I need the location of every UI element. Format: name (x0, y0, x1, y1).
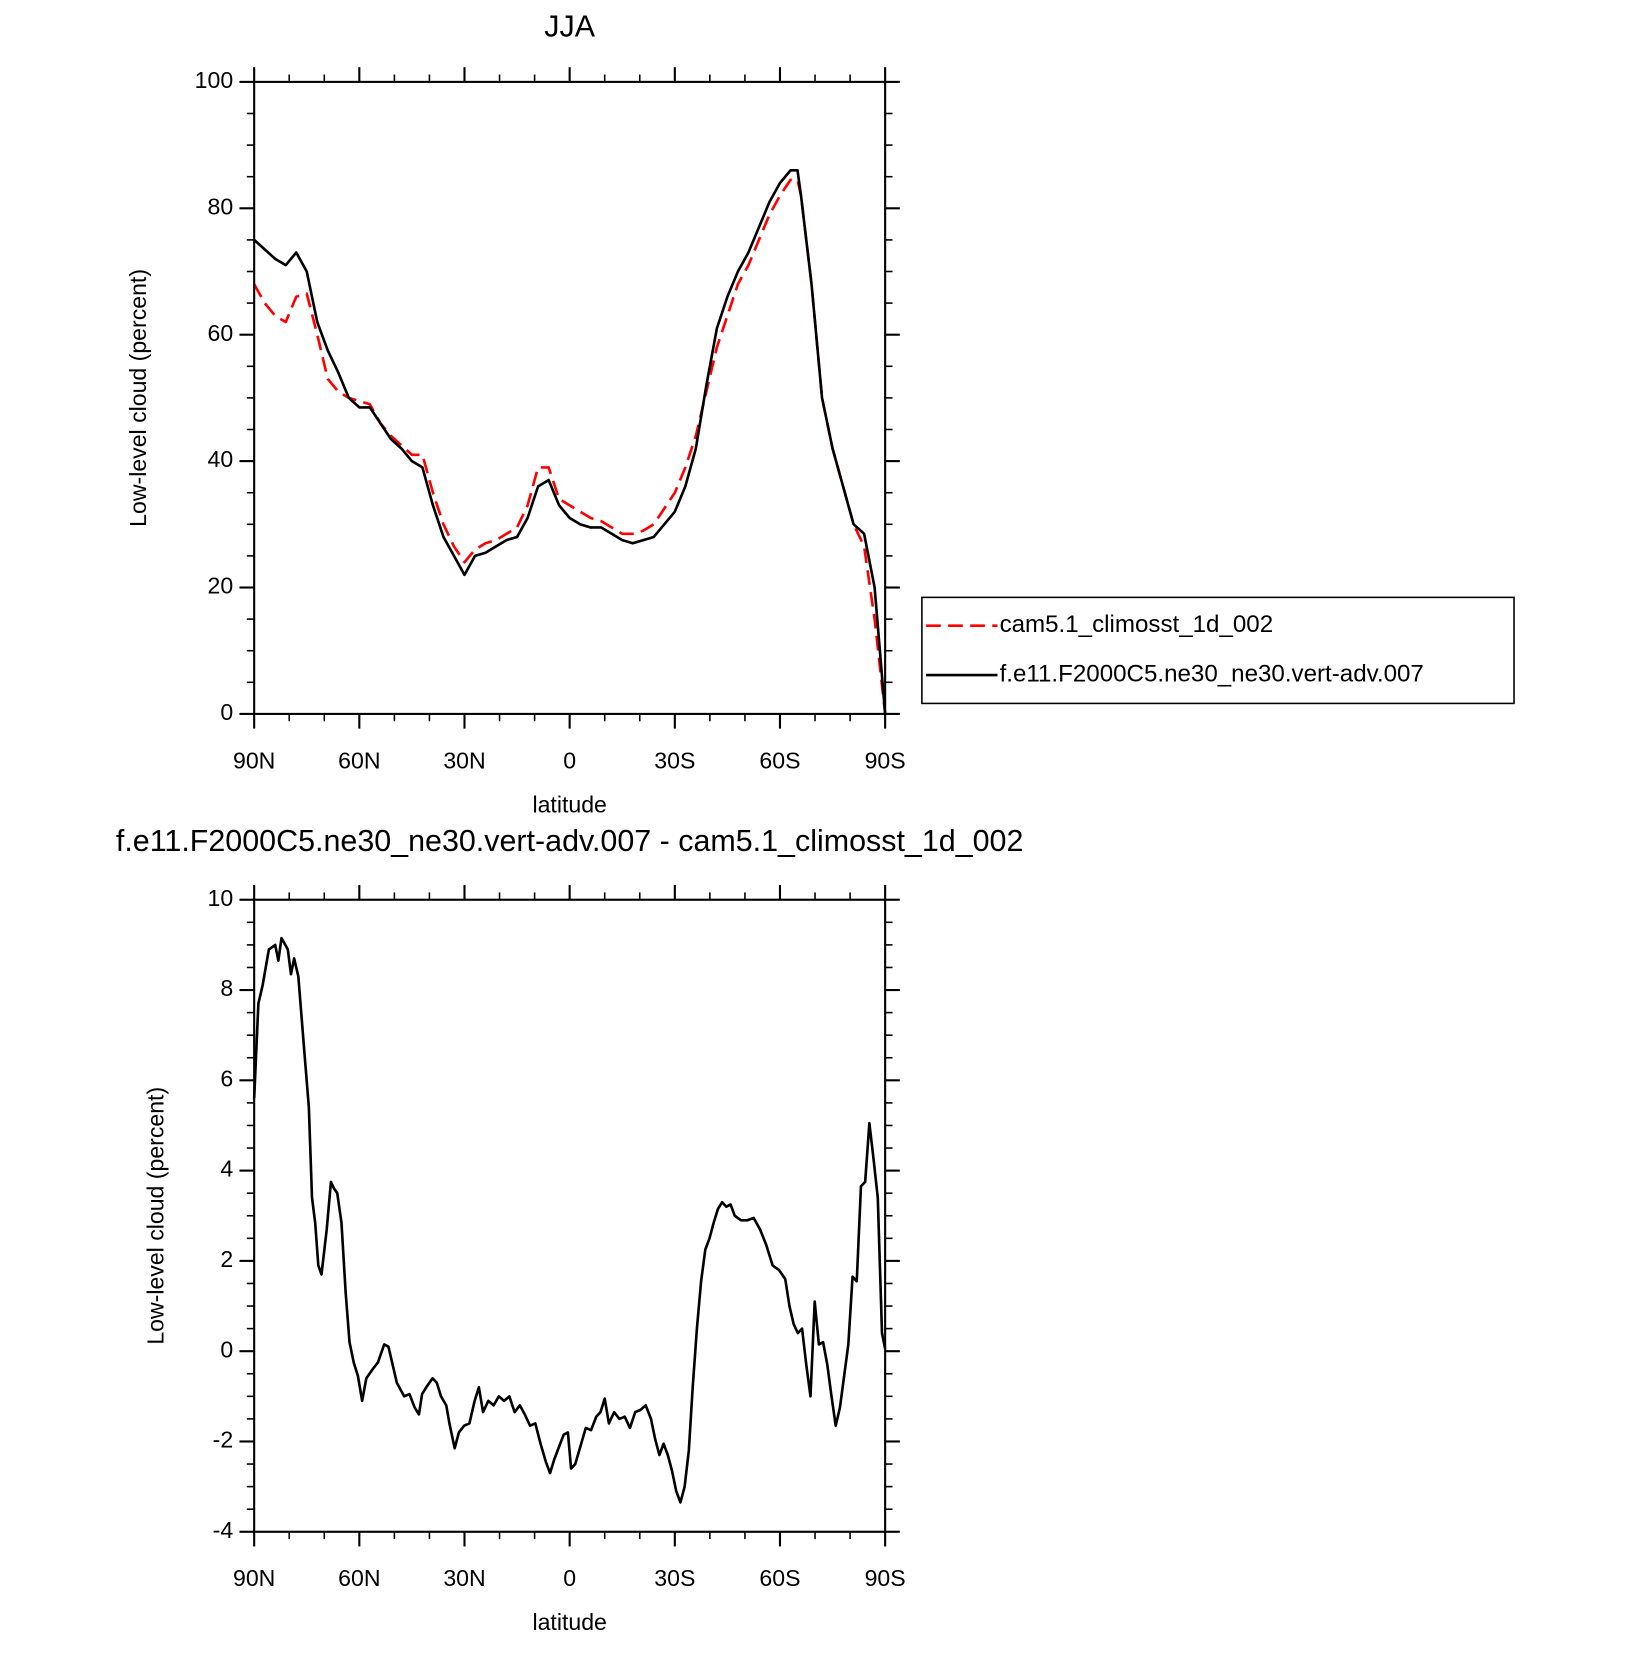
x-tick-label: 30N (443, 747, 485, 773)
x-tick-label: 90N (233, 1565, 275, 1591)
x-tick-label: 60N (338, 747, 380, 773)
y-tick-label: 8 (220, 975, 233, 1001)
y-tick-label: 20 (207, 573, 233, 599)
x-tick-label: 0 (563, 1565, 576, 1591)
y-tick-label: -4 (213, 1517, 234, 1543)
data-line (253, 169, 887, 715)
x-tick-label: 90N (233, 747, 275, 773)
y-tick-label: 100 (195, 67, 234, 93)
x-tick-label: 90S (865, 747, 906, 773)
x-tick-label: 60S (759, 747, 800, 773)
x-tick-label: 60N (338, 1565, 380, 1591)
y-axis-label: Low-level cloud (percent) (125, 269, 151, 527)
plot-frame (253, 898, 887, 1533)
y-tick-label: 80 (207, 193, 233, 219)
x-axis-label: latitude (532, 791, 606, 817)
chart-title: JJA (544, 9, 595, 43)
x-tick-label: 30S (654, 747, 695, 773)
x-tick-label: 60S (759, 1565, 800, 1591)
legend-label: f.e11.F2000C5.ne30_ne30.vert-adv.007 (1000, 660, 1424, 687)
y-tick-label: -2 (213, 1427, 234, 1453)
y-tick-label: 0 (220, 1336, 233, 1362)
x-axis-label: latitude (532, 1609, 606, 1635)
plot-frame (253, 80, 887, 715)
legend-box (921, 596, 1515, 705)
data-line (253, 178, 887, 715)
y-tick-label: 0 (220, 699, 233, 725)
x-tick-label: 0 (563, 747, 576, 773)
y-tick-label: 2 (220, 1246, 233, 1272)
data-line (252, 936, 887, 1504)
x-tick-label: 30N (443, 1565, 485, 1591)
y-axis-label: Low-level cloud (percent) (143, 1087, 169, 1345)
x-tick-label: 90S (865, 1565, 906, 1591)
legend-label: cam5.1_climosst_1d_002 (1000, 611, 1274, 638)
y-tick-label: 60 (207, 320, 233, 346)
y-tick-label: 4 (220, 1156, 233, 1182)
y-tick-label: 10 (207, 885, 233, 911)
chart-title: f.e11.F2000C5.ne30_ne30.vert-adv.007 - c… (116, 824, 1024, 858)
y-tick-label: 6 (220, 1065, 233, 1091)
y-tick-label: 40 (207, 446, 233, 472)
x-tick-label: 30S (654, 1565, 695, 1591)
